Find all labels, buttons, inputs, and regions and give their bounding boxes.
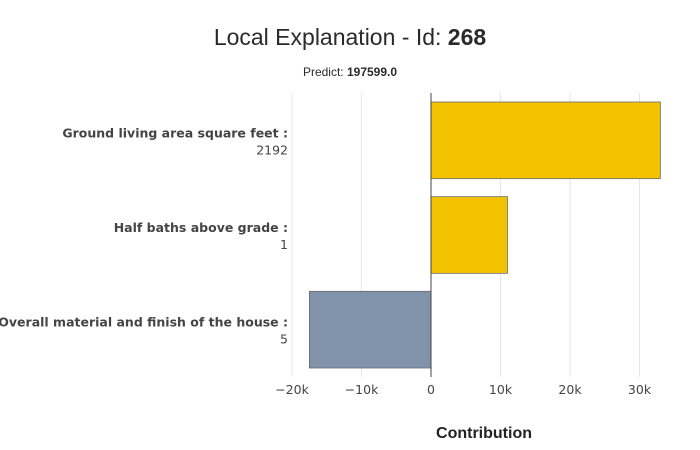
chart-subtitle: Predict: 197599.0 (303, 65, 397, 79)
bar (308, 290, 432, 369)
category-value: 2192 (256, 142, 288, 157)
category-value: 1 (280, 237, 288, 252)
x-tick-label: 30k (628, 382, 652, 397)
x-axis-ticks: −20k −10k 0 10k 20k 30k (275, 382, 652, 397)
chart-title: Local Explanation - Id: 268 (214, 24, 487, 50)
x-tick-label: 20k (558, 382, 582, 397)
x-tick-label: 10k (489, 382, 513, 397)
x-tick-label: 0 (427, 382, 435, 397)
x-tick-label: −20k (275, 382, 309, 397)
chart-title-id: 268 (448, 24, 487, 50)
bar-layer (308, 93, 661, 377)
category-name: Half baths above grade : (114, 220, 288, 235)
category-name: Overall material and finish of the house… (0, 315, 288, 330)
category-value: 5 (280, 332, 288, 347)
subtitle-prefix: Predict: (303, 65, 347, 79)
x-axis-label: Contribution (436, 425, 532, 442)
chart-title-prefix: Local Explanation - Id: (214, 24, 448, 50)
bar (430, 101, 661, 180)
category-labels: Ground living area square feet : 2192 Half… (0, 125, 288, 346)
category-name: Ground living area square feet : (62, 125, 288, 140)
bar (430, 196, 508, 274)
subtitle-value: 197599.0 (347, 65, 397, 79)
x-tick-label: −10k (345, 382, 379, 397)
